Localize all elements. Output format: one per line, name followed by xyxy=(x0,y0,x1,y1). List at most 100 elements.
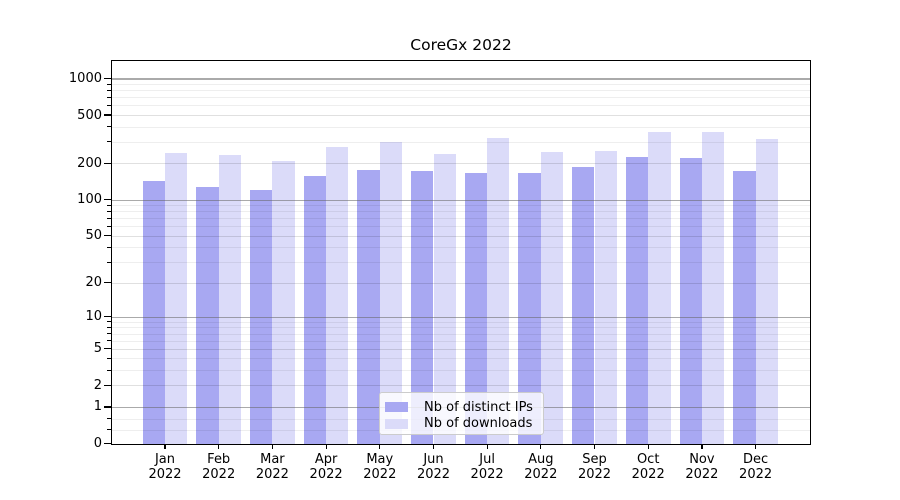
y-gridline xyxy=(112,333,810,335)
legend-label-downloads: Nb of downloads xyxy=(424,416,533,431)
legend-item-distinct-ips: Nb of distinct IPs xyxy=(385,401,533,414)
x-tick-month: Jul xyxy=(479,451,495,467)
bar-nb-of-distinct-ips-jan xyxy=(142,181,165,444)
y-gridline xyxy=(112,348,810,350)
y-gridline xyxy=(112,226,810,228)
x-tick-year: 2022 xyxy=(739,467,773,482)
legend-swatch-downloads xyxy=(385,418,408,429)
y-tick-label: 50 xyxy=(85,228,102,244)
y-tick-mark xyxy=(103,114,111,116)
y-tick-mark xyxy=(103,235,111,237)
bar-nb-of-downloads-dec xyxy=(755,138,778,444)
x-tick-label-dec: Dec 2022 xyxy=(726,452,786,483)
y-minor-tick-mark xyxy=(106,126,111,128)
y-gridline xyxy=(112,321,810,323)
chart-title: CoreGx 2022 xyxy=(410,36,512,54)
y-minor-tick-mark xyxy=(106,83,111,85)
y-tick-mark xyxy=(103,348,111,350)
bar-nb-of-downloads-nov xyxy=(701,131,725,444)
y-minor-tick-mark xyxy=(106,204,111,206)
y-gridline xyxy=(112,385,810,387)
bar-nb-of-distinct-ips-sep xyxy=(572,167,595,444)
y-gridline xyxy=(112,84,810,85)
x-tick-month: Jun xyxy=(423,451,444,467)
x-tick-year: 2022 xyxy=(685,467,719,482)
legend-label-distinct-ips: Nb of distinct IPs xyxy=(424,399,533,415)
x-tick-mark xyxy=(647,444,649,449)
y-tick-mark xyxy=(103,77,111,80)
bar-nb-of-distinct-ips-aug xyxy=(518,173,541,444)
y-minor-tick-mark xyxy=(106,96,111,98)
x-tick-year: 2022 xyxy=(309,467,343,482)
x-tick-year: 2022 xyxy=(416,467,451,482)
bar-nb-of-distinct-ips-apr xyxy=(303,176,327,444)
x-tick-month: Jan xyxy=(154,451,176,467)
bar-nb-of-distinct-ips-jun xyxy=(411,170,434,444)
x-tick-mark xyxy=(701,444,703,449)
x-tick-year: 2022 xyxy=(631,467,665,482)
y-minor-tick-mark xyxy=(106,89,111,91)
y-gridline xyxy=(112,316,810,318)
y-minor-tick-mark xyxy=(106,418,111,420)
y-tick-mark xyxy=(103,384,111,387)
x-tick-mark xyxy=(325,444,327,449)
y-tick-label: 2 xyxy=(93,377,102,393)
y-gridline xyxy=(112,211,810,213)
x-tick-month: Oct xyxy=(636,451,660,467)
x-tick-year: 2022 xyxy=(255,467,289,482)
x-tick-month: Dec xyxy=(743,451,769,467)
y-gridline xyxy=(112,370,810,372)
y-gridline xyxy=(112,262,810,263)
x-tick-label-apr: Apr 2022 xyxy=(296,452,356,483)
y-tick-label: 1000 xyxy=(68,70,102,86)
y-gridline xyxy=(112,97,810,99)
y-gridline xyxy=(112,235,810,237)
y-gridline xyxy=(112,115,810,116)
bar-nb-of-distinct-ips-jul xyxy=(464,173,488,444)
x-tick-label-jan: Jan 2022 xyxy=(135,452,195,483)
x-tick-mark xyxy=(164,444,166,449)
y-gridline xyxy=(112,247,810,249)
y-tick-mark xyxy=(103,442,111,445)
bar-nb-of-downloads-aug xyxy=(540,152,564,444)
x-tick-mark xyxy=(593,444,596,449)
y-minor-tick-mark xyxy=(106,217,111,219)
y-gridline xyxy=(112,126,810,128)
y-gridline xyxy=(112,141,810,143)
x-tick-month: Feb xyxy=(207,451,231,467)
x-tick-year: 2022 xyxy=(524,467,558,482)
y-gridline xyxy=(112,327,810,329)
bar-nb-of-distinct-ips-feb xyxy=(196,187,219,444)
y-minor-tick-mark xyxy=(106,210,111,212)
y-tick-label: 200 xyxy=(77,155,102,171)
y-minor-tick-mark xyxy=(106,321,111,323)
x-tick-label-mar: Mar 2022 xyxy=(242,452,302,483)
y-tick-mark xyxy=(103,316,111,318)
x-tick-year: 2022 xyxy=(202,467,236,482)
bar-nb-of-distinct-ips-dec xyxy=(733,170,756,444)
y-minor-tick-mark xyxy=(106,246,111,248)
bar-nb-of-downloads-jul xyxy=(487,137,510,444)
bar-nb-of-downloads-may xyxy=(379,141,403,444)
y-tick-label: 1 xyxy=(93,399,102,415)
x-tick-mark xyxy=(271,444,274,449)
x-tick-month: Aug xyxy=(528,451,554,467)
x-tick-mark xyxy=(379,444,381,449)
bar-nb-of-distinct-ips-oct xyxy=(625,157,649,444)
y-minor-tick-mark xyxy=(106,340,111,342)
x-tick-label-jul: Jul 2022 xyxy=(457,452,517,483)
y-gridline xyxy=(112,163,810,165)
y-tick-label: 10 xyxy=(85,309,102,325)
y-gridline xyxy=(112,105,810,107)
x-tick-mark xyxy=(540,444,542,449)
bar-nb-of-downloads-jun xyxy=(433,154,456,444)
y-tick-mark xyxy=(103,198,111,201)
y-tick-mark xyxy=(103,162,111,164)
plot-area: Nb of distinct IPs Nb of downloads 1000 5… xyxy=(69,59,812,482)
y-gridline xyxy=(112,90,810,92)
y-tick-label: 0 xyxy=(93,436,102,451)
y-gridline xyxy=(112,199,810,201)
x-tick-month: Sep xyxy=(582,451,607,467)
y-tick-label: 5 xyxy=(93,341,102,357)
